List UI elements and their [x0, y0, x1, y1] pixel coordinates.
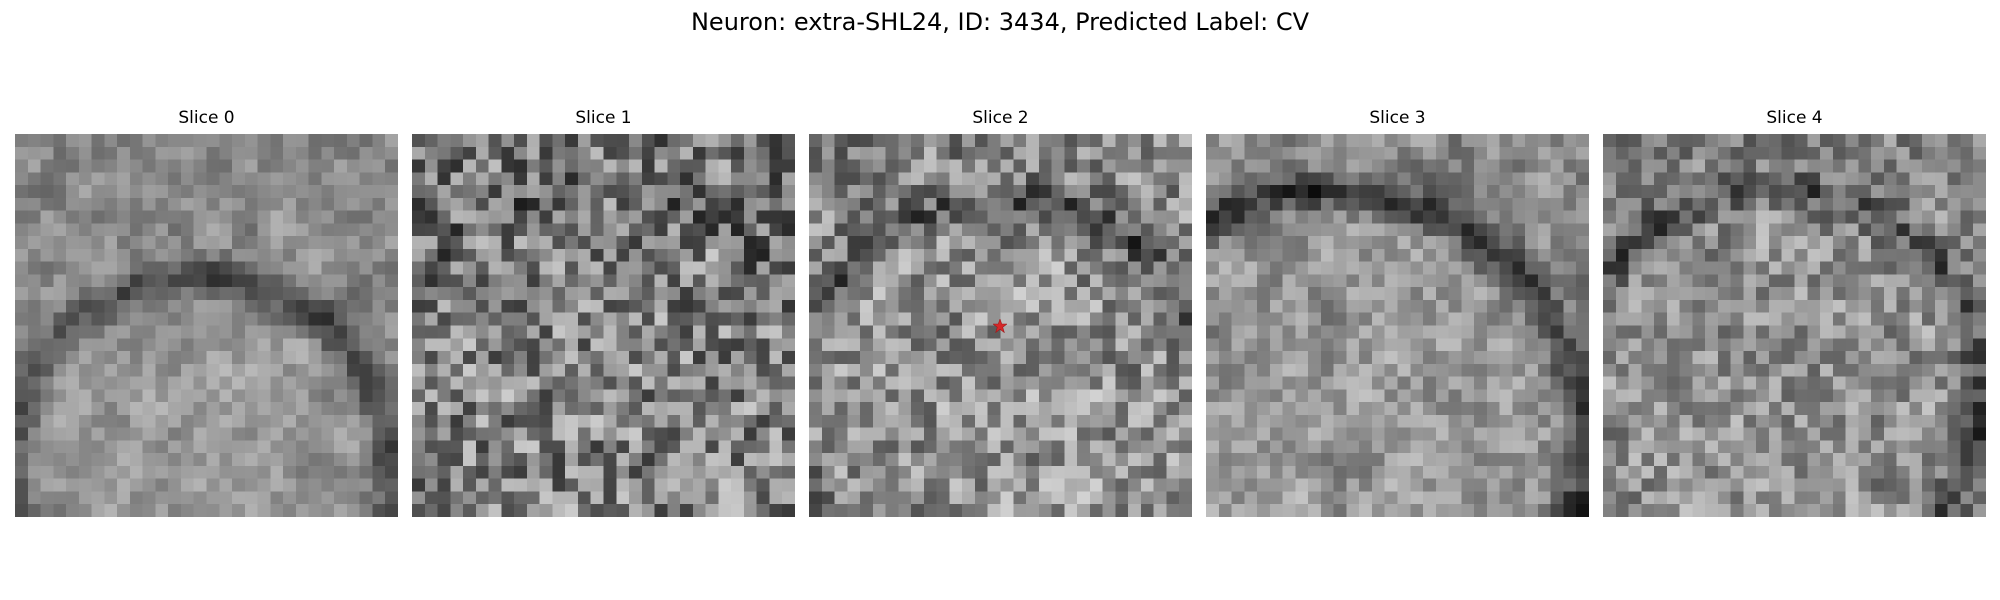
slice-panel-0: Slice 0 — [15, 108, 398, 517]
slice-image-1 — [412, 134, 795, 517]
slice-title-1: Slice 1 — [412, 108, 795, 128]
slice-image-4 — [1603, 134, 1986, 517]
slice-title-0: Slice 0 — [15, 108, 398, 128]
slice-panel-3: Slice 3 — [1206, 108, 1589, 517]
slice-title-4: Slice 4 — [1603, 108, 1986, 128]
slice-title-2: Slice 2 — [809, 108, 1192, 128]
slice-panel-4: Slice 4 — [1603, 108, 1986, 517]
figure-title: Neuron: extra-SHL24, ID: 3434, Predicted… — [0, 7, 2000, 37]
slice-image-3 — [1206, 134, 1589, 517]
slice-image-2 — [809, 134, 1192, 517]
slice-panel-1: Slice 1 — [412, 108, 795, 517]
slice-title-3: Slice 3 — [1206, 108, 1589, 128]
slice-image-0 — [15, 134, 398, 517]
slice-panel-2: Slice 2 — [809, 108, 1192, 517]
